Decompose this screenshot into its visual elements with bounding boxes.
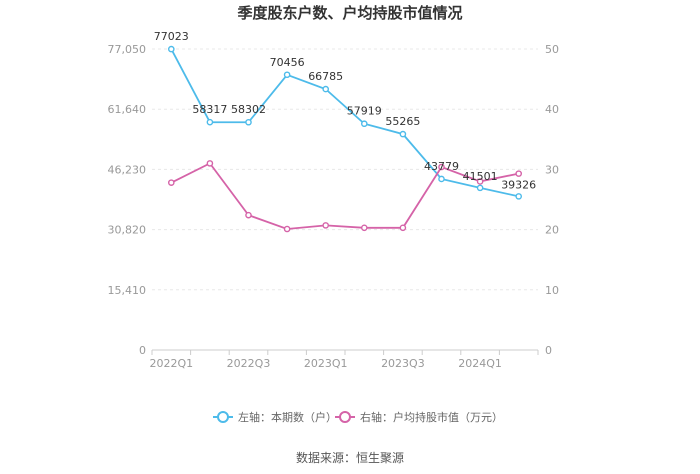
data-point [360,224,368,232]
data-point [167,45,175,53]
right-axis-tick-label: 50 [545,43,559,56]
data-label: 66785 [308,70,343,83]
legend-marker-households [217,411,229,423]
data-point [399,130,407,138]
data-label: 77023 [154,30,189,43]
data-point [438,175,445,183]
data-point [167,179,175,186]
left-axis-tick-label: 61,640 [108,103,147,116]
data-point [360,120,368,128]
right-axis-tick-label: 10 [545,284,559,297]
left-axis-tick-label: 0 [139,344,146,357]
legend-item-households[interactable]: 左轴：本期数（户） [213,410,337,424]
data-label: 58317 [192,103,227,116]
x-axis-tick-label: 2022Q3 [227,357,271,370]
data-point [245,211,252,219]
left-axis-tick-label: 15,410 [108,284,147,297]
legend-label-households: 左轴：本期数（户） [238,410,337,424]
x-axis-tick-label: 2024Q1 [458,357,502,370]
data-point [399,224,407,232]
data-point [245,118,252,126]
data-point [322,85,330,93]
x-axis-tick-label: 2022Q1 [149,357,193,370]
right-axis-tick-label: 20 [545,224,559,237]
data-label: 41501 [463,170,498,183]
chart-title: 季度股东户数、户均持股市值情况 [237,4,462,22]
data-point [476,184,484,192]
series-line-holding-value [170,162,519,230]
right-axis-tick-label: 30 [545,163,559,176]
data-label: 55265 [385,115,420,128]
right-axis-tick-label: 40 [545,103,559,116]
x-axis-tick-label: 2023Q3 [381,357,425,370]
data-point [283,225,291,233]
data-point [206,160,214,167]
x-axis-tick-label: 2023Q1 [304,357,348,370]
right-axis: 0 10 20 30 40 50 [545,43,559,357]
x-axis: 2022Q1 2022Q3 2023Q1 2023Q3 2024Q1 [149,350,539,370]
data-label: 70456 [270,56,305,69]
data-label: 57919 [347,105,382,118]
left-axis-tick-label: 30,820 [108,224,147,237]
series-line-households [170,48,519,198]
data-source: 数据来源：恒生聚源 [296,450,404,465]
legend-label-holding-value: 右轴：户均持股市值（万元） [360,410,503,424]
data-point [206,118,214,126]
data-label: 39326 [501,178,536,191]
right-axis-tick-label: 0 [545,344,552,357]
data-point [322,222,330,229]
legend-marker-holding-value [339,411,351,423]
left-axis-tick-label: 77,050 [108,43,147,56]
legend[interactable]: 左轴：本期数（户） 右轴：户均持股市值（万元） [213,410,503,424]
legend-item-holding-value[interactable]: 右轴：户均持股市值（万元） [335,410,503,424]
data-point [283,71,291,79]
left-axis-tick-label: 46,230 [108,163,147,176]
grid [152,48,538,351]
data-label: 43779 [424,160,459,173]
data-point [438,163,445,171]
data-label: 58302 [231,103,266,116]
data-point [476,178,484,185]
data-point [515,193,523,200]
data-point [515,170,523,177]
series-layer [167,45,523,233]
left-axis: 0 15,410 30,820 46,230 61,640 77,050 [108,43,147,357]
